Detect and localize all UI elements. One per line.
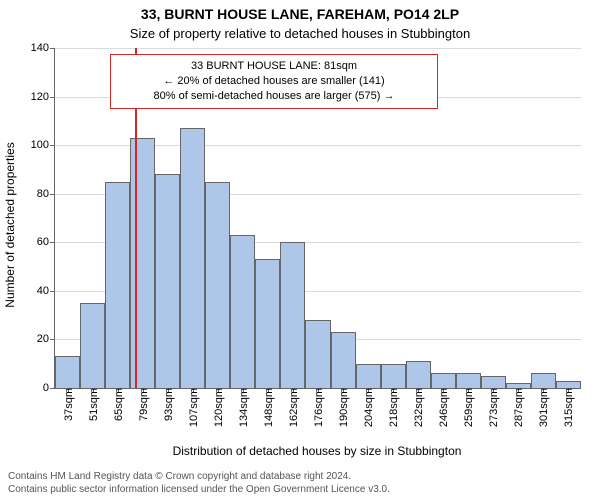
histogram-bar [381,364,406,388]
footer-attribution: Contains HM Land Registry data © Crown c… [8,471,390,496]
x-tick-label: 190sqm [336,388,350,427]
x-tick-label: 37sqm [61,388,75,421]
footer-line: Contains public sector information licen… [8,484,390,497]
y-tick-label: 120 [31,91,55,103]
x-tick-label: 93sqm [161,388,175,421]
histogram-bar [280,242,305,388]
histogram-bar [155,174,180,388]
x-axis-label: Distribution of detached houses by size … [54,444,580,458]
annotation-line: 80% of semi-detached houses are larger (… [119,89,429,104]
histogram-bar [356,364,381,388]
histogram-bar [531,373,556,388]
histogram-bar [55,356,80,388]
histogram-bar [255,259,280,388]
y-tick-label: 60 [37,236,55,248]
chart-title: 33, BURNT HOUSE LANE, FAREHAM, PO14 2LP [0,6,600,22]
y-tick-label: 80 [37,188,55,200]
histogram-bar [80,303,105,388]
x-tick-label: 65sqm [111,388,125,421]
x-tick-label: 232sqm [411,388,425,427]
histogram-bar [431,373,456,388]
y-axis-label: Number of detached properties [3,55,17,395]
x-tick-label: 134sqm [236,388,250,427]
y-tick-label: 20 [37,333,55,345]
y-tick-label: 100 [31,139,55,151]
x-tick-label: 246sqm [436,388,450,427]
x-tick-label: 107sqm [186,388,200,427]
x-tick-label: 218sqm [386,388,400,427]
footer-line: Contains HM Land Registry data © Crown c… [8,471,390,484]
x-tick-label: 259sqm [461,388,475,427]
histogram-bar [205,182,230,388]
histogram-bar [481,376,506,388]
annotation-line: 33 BURNT HOUSE LANE: 81sqm [119,59,429,74]
chart-subtitle: Size of property relative to detached ho… [0,26,600,41]
histogram-bar [556,381,581,388]
histogram-bar [105,182,130,388]
histogram-bar [230,235,255,388]
x-tick-label: 315sqm [561,388,575,427]
gridline [55,48,581,49]
x-tick-label: 287sqm [511,388,525,427]
x-tick-label: 120sqm [211,388,225,427]
x-tick-label: 162sqm [286,388,300,427]
histogram-bar [456,373,481,388]
histogram-bar [130,138,155,388]
annotation-line: ← 20% of detached houses are smaller (14… [119,74,429,89]
y-tick-label: 40 [37,285,55,297]
x-tick-label: 301sqm [536,388,550,427]
histogram-bar [406,361,431,388]
y-tick-label: 140 [31,42,55,54]
x-tick-label: 79sqm [136,388,150,421]
histogram-bar [305,320,330,388]
x-tick-label: 176sqm [311,388,325,427]
annotation-box: 33 BURNT HOUSE LANE: 81sqm← 20% of detac… [110,54,438,109]
x-tick-label: 273sqm [486,388,500,427]
y-tick-label: 0 [43,382,55,394]
x-tick-label: 148sqm [261,388,275,427]
x-tick-label: 204sqm [361,388,375,427]
histogram-bar [180,128,205,388]
x-tick-label: 51sqm [86,388,100,421]
histogram-chart: 33, BURNT HOUSE LANE, FAREHAM, PO14 2LP … [0,0,600,500]
histogram-bar [331,332,356,388]
